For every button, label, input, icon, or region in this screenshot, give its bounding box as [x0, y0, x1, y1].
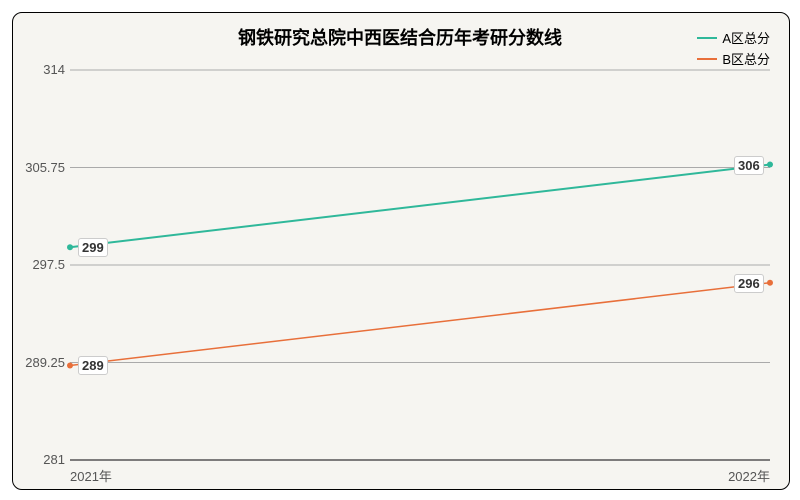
x-tick-0: 2021年	[70, 466, 112, 485]
label-b-0: 289	[78, 356, 108, 375]
label-a-1: 306	[734, 156, 764, 175]
y-tick-4: 314	[20, 62, 65, 77]
label-b-1: 296	[734, 274, 764, 293]
chart-root: 钢铁研究总院中西医结合历年考研分数线 A区总分 B区总分 281 289.25 …	[0, 0, 800, 500]
y-tick-0: 281	[20, 452, 65, 467]
chart-plot-svg	[0, 0, 800, 500]
y-tick-1: 289.25	[20, 355, 65, 370]
y-tick-2: 297.5	[20, 257, 65, 272]
x-tick-1: 2022年	[720, 466, 770, 485]
y-tick-3: 305.75	[20, 160, 65, 175]
label-a-0: 299	[78, 238, 108, 257]
